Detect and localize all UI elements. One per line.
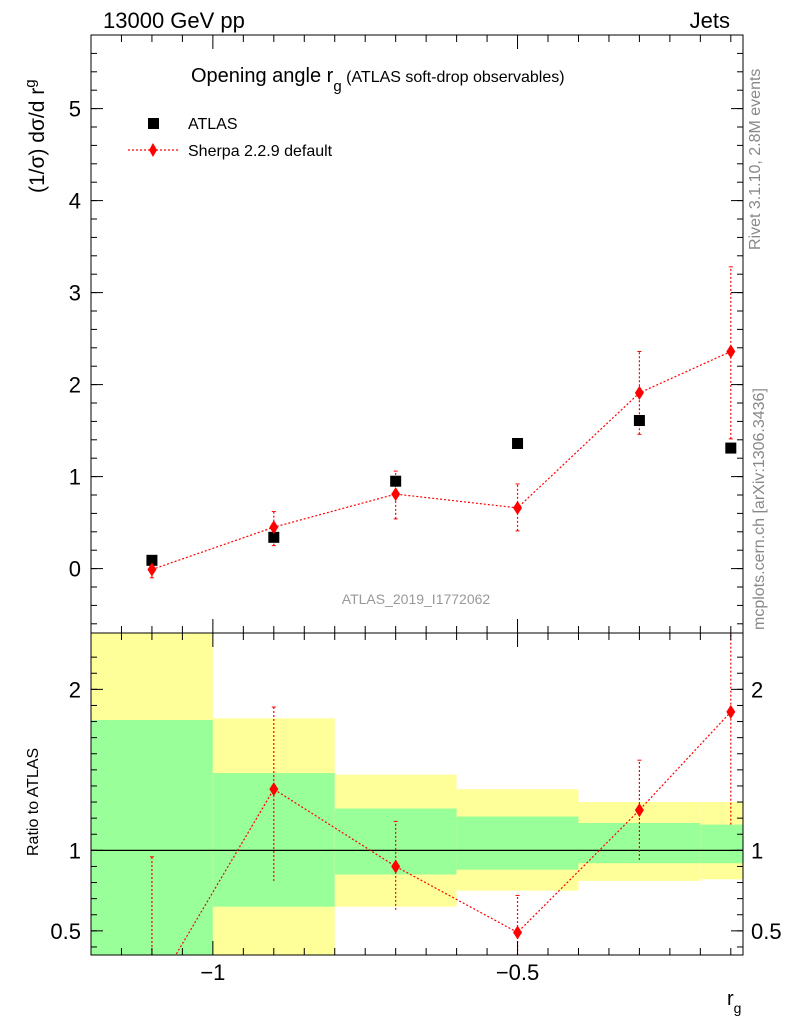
main-y-tick-label: 0	[69, 557, 81, 582]
main-y-tick-label: 3	[69, 281, 81, 306]
atlas-point	[268, 531, 280, 543]
ratio-y-tick-label: 1	[69, 838, 81, 863]
ratio-y-axis-label: Ratio to ATLAS	[25, 748, 42, 856]
ratio-sherpa-point	[726, 704, 736, 719]
ratio-band-green	[456, 816, 579, 870]
ratio-band-green	[91, 719, 213, 955]
ratio-x-tick-label: −0.5	[496, 960, 539, 985]
sherpa-point	[634, 385, 644, 400]
main-y-axis-label: (1/σ) dσ/d rg	[22, 79, 49, 193]
ratio-frame	[90, 632, 744, 956]
ratio-y-tick-label-right: 0.5	[751, 919, 782, 944]
main-title: Opening angle rg (ATLAS soft-drop observ…	[191, 65, 565, 95]
atlas-point	[390, 475, 402, 487]
ratio-panel: Ratio to ATLAS rg 0.5 0.5 1 1 2 2 −1 −0.5	[25, 632, 782, 1016]
legend-sherpa-label: Sherpa 2.2.9 default	[188, 143, 333, 160]
ratio-y-tick-label: 2	[69, 677, 81, 702]
main-panel: Opening angle rg (ATLAS soft-drop observ…	[22, 34, 744, 634]
ratio-y-tick-label-right: 2	[751, 677, 763, 702]
legend: ATLAS Sherpa 2.2.9 default	[128, 116, 333, 160]
atlas-point	[146, 554, 158, 566]
atlas-point	[633, 414, 645, 426]
sherpa-point	[391, 487, 401, 502]
ratio-y-tick-label: 0.5	[50, 919, 81, 944]
sherpa-line	[151, 350, 732, 571]
sherpa-point	[269, 520, 279, 535]
ratio-x-axis-label: rg	[727, 988, 741, 1016]
legend-atlas-marker	[148, 118, 159, 129]
sherpa-point	[726, 344, 736, 359]
rivet-label: Rivet 3.1.10, 2.8M events	[747, 69, 764, 250]
legend-atlas-label: ATLAS	[188, 116, 238, 133]
ratio-band-green	[700, 824, 743, 864]
ratio-sherpa-point	[513, 925, 523, 940]
ratio-sherpa-group	[149, 633, 736, 955]
process-label: Jets	[690, 8, 730, 33]
ratio-x-tick-label: −1	[200, 960, 225, 985]
sherpa-point	[147, 562, 157, 577]
sherpa-point	[513, 500, 523, 515]
main-y-tick-label: 5	[69, 97, 81, 122]
mcplots-label: mcplots.cern.ch [arXiv:1306.3436]	[751, 388, 768, 630]
ratio-bands	[91, 633, 743, 955]
ratio-y-tick-label-right: 1	[751, 838, 763, 863]
main-y-tick-label: 2	[69, 373, 81, 398]
energy-label: 13000 GeV pp	[103, 8, 245, 33]
ratio-sherpa-point	[391, 859, 401, 874]
atlas-point	[512, 437, 524, 449]
atlas-point	[725, 442, 737, 454]
analysis-watermark: ATLAS_2019_I1772062	[342, 591, 491, 607]
ratio-sherpa-point	[634, 803, 644, 818]
legend-sherpa-marker	[149, 143, 157, 157]
main-y-tick-label: 4	[69, 189, 81, 214]
main-y-tick-label: 1	[69, 465, 81, 490]
ratio-sherpa-point	[269, 782, 279, 797]
ratio-sherpa-line	[175, 711, 732, 955]
